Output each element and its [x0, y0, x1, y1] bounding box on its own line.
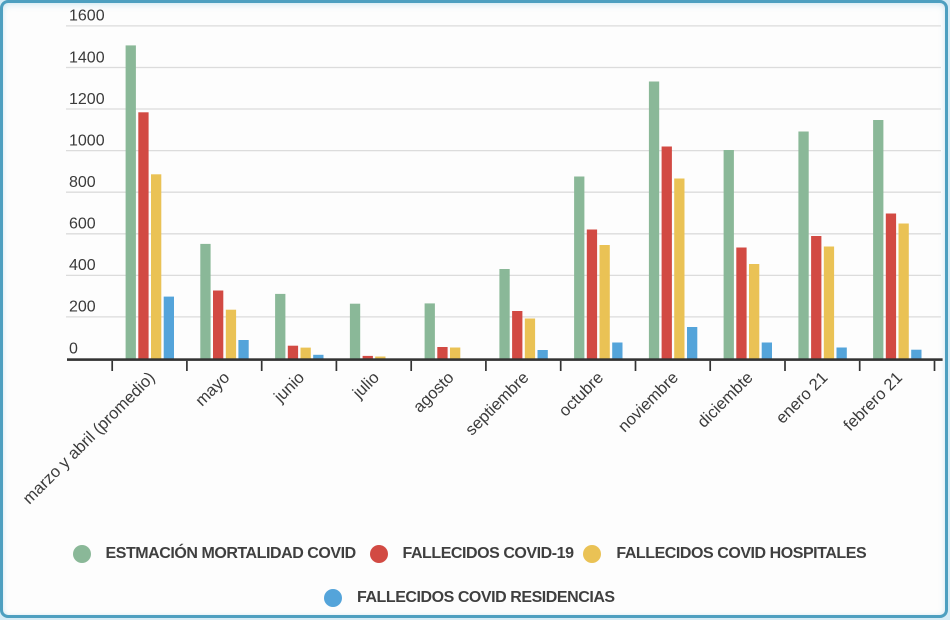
svg-text:agosto: agosto: [410, 369, 458, 417]
svg-text:enero 21: enero 21: [773, 369, 832, 428]
svg-text:febrero 21: febrero 21: [840, 369, 906, 435]
svg-text:diciembte: diciembte: [694, 369, 757, 432]
svg-text:400: 400: [69, 257, 96, 274]
svg-text:1600: 1600: [69, 8, 105, 25]
svg-text:800: 800: [69, 174, 96, 191]
svg-text:600: 600: [69, 216, 96, 233]
svg-text:marzo y abril (promedio): marzo y abril (promedio): [19, 369, 158, 508]
svg-text:julio: julio: [349, 369, 383, 403]
svg-text:mayo: mayo: [192, 369, 233, 410]
svg-text:junio: junio: [270, 369, 308, 407]
svg-text:1400: 1400: [69, 49, 105, 66]
svg-text:0: 0: [69, 340, 78, 357]
svg-text:septiembre: septiembre: [462, 369, 532, 439]
svg-text:1200: 1200: [69, 91, 105, 108]
svg-text:200: 200: [69, 299, 96, 316]
svg-text:1000: 1000: [69, 132, 105, 149]
svg-text:octubre: octubre: [555, 369, 607, 421]
svg-text:noviembre: noviembre: [615, 369, 682, 436]
